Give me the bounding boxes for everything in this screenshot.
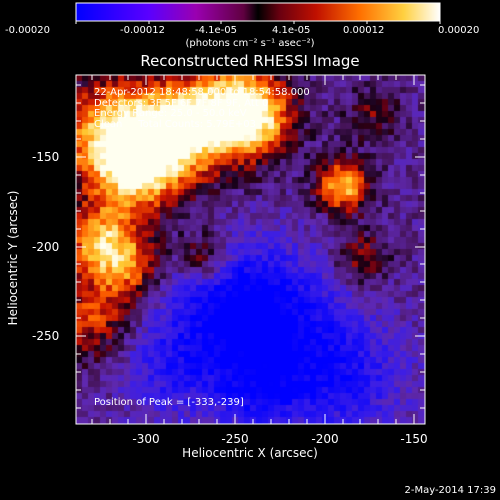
x-tick-label: -200 <box>311 432 339 446</box>
colorbar-units: (photons cm⁻² s⁻¹ asec⁻²) <box>185 38 315 49</box>
colorbar-tick-label: 0.00012 <box>343 25 385 36</box>
y-axis-label: Heliocentric Y (arcsec) <box>6 190 20 326</box>
y-tick-label: -250 <box>32 329 60 343</box>
x-tick-label: -250 <box>221 432 249 446</box>
colorbar-tick-label: 0.00020 <box>438 25 480 36</box>
annotation-time-range: 22-Apr-2012 18:48:58.000 to 18:54:58.000 <box>94 87 310 98</box>
y-tick-label: -200 <box>32 240 60 254</box>
x-tick-label: -150 <box>400 432 428 446</box>
colorbar-gradient <box>75 2 441 22</box>
colorbar-tick-label: -4.1e-05 <box>195 25 237 36</box>
x-tick-label: -300 <box>132 432 160 446</box>
annotation-peak: Position of Peak = [-333,-239] <box>94 397 244 408</box>
colorbar-tick-label: -0.00012 <box>120 25 165 36</box>
annotation-block: 22-Apr-2012 18:48:58.000 to 18:54:58.000… <box>94 87 310 130</box>
annotation-clean: Clean Total Counts: 5.79E+03 <box>94 118 256 130</box>
solar-xray-image <box>76 75 425 424</box>
colorbar-tick-label: -0.00020 <box>5 25 50 36</box>
colorbar <box>75 2 441 24</box>
plot-title: Reconstructed RHESSI Image <box>140 52 360 70</box>
colorbar-tick-label: 4.1e-05 <box>272 25 311 36</box>
annotation-energy: Energy Range: 25.0 - 50.0 keV <box>94 108 247 119</box>
y-tick-label: -150 <box>32 150 60 164</box>
plot-date-stamp: 2-May-2014 17:39 <box>404 485 496 496</box>
x-axis-label: Heliocentric X (arcsec) <box>182 446 318 460</box>
annotation-detectors: Detectors: 3F 5F 6F 7F 8F 9F, Att 0 <box>94 97 269 109</box>
